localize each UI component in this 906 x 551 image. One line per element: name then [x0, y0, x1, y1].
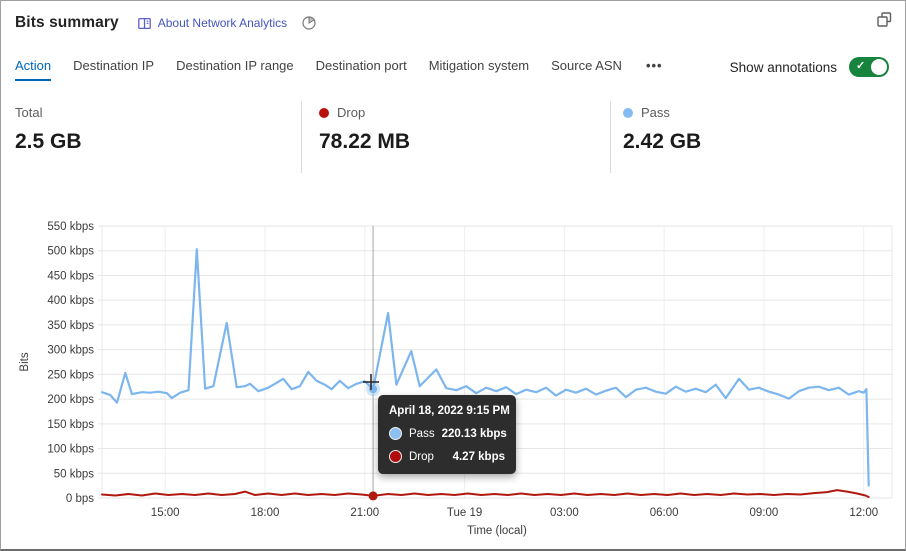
tooltip-pass-label: Pass [409, 427, 435, 440]
tab-action[interactable]: Action [15, 54, 51, 81]
expand-window-button[interactable] [876, 11, 893, 28]
x-tick-label: 06:00 [650, 507, 679, 519]
panel-title: Bits summary [15, 14, 119, 31]
tab-source-asn[interactable]: Source ASN [551, 58, 622, 73]
y-tick-label: 350 kbps [47, 320, 94, 332]
toggle-knob [871, 59, 887, 75]
show-annotations-control: Show annotations ✓ [730, 54, 889, 77]
y-tick-label: 50 kbps [54, 468, 95, 480]
time-range-button[interactable] [301, 15, 317, 31]
drop-series-dot-icon [389, 450, 402, 463]
y-tick-label: 400 kbps [47, 295, 94, 307]
stat-total-label: Total [15, 105, 43, 120]
pass-legend-dot [623, 107, 633, 118]
x-tick-label: 18:00 [251, 507, 280, 519]
x-tick-label: 12:00 [849, 507, 878, 519]
stat-pass: Pass 2.42 GB [623, 105, 701, 154]
x-tick-label: 15:00 [151, 507, 180, 519]
tooltip-pass-value: 220.13 kbps [441, 427, 507, 440]
y-tick-label: 250 kbps [47, 369, 94, 381]
y-tick-label: 150 kbps [47, 419, 94, 431]
x-axis-title: Time (local) [467, 525, 527, 537]
series-drop-line [101, 489, 870, 498]
pie-chart-icon [302, 16, 316, 30]
tab-destination-ip-range[interactable]: Destination IP range [176, 58, 294, 73]
drop-hover-point [368, 491, 378, 501]
tooltip-drop-value: 4.27 kbps [452, 450, 505, 463]
chart-tooltip: April 18, 2022 9:15 PM Pass 220.13 kbps … [378, 395, 516, 474]
x-tick-label: 21:00 [350, 507, 379, 519]
stat-total-value: 2.5 GB [15, 130, 82, 153]
panel-header: Bits summary About Network Analytics [15, 14, 317, 32]
about-link-label: About Network Analytics [157, 16, 288, 30]
y-tick-label: 0 bps [66, 493, 94, 505]
annotations-toggle[interactable]: ✓ [849, 57, 889, 77]
y-tick-label: 550 kbps [47, 221, 94, 233]
stat-pass-label: Pass [641, 105, 670, 120]
y-tick-label: 300 kbps [47, 345, 94, 357]
x-tick-label: Tue 19 [447, 507, 482, 519]
y-tick-label: 200 kbps [47, 394, 94, 406]
tab-destination-ip[interactable]: Destination IP [73, 58, 155, 73]
y-tick-label: 450 kbps [47, 270, 94, 282]
stat-divider [301, 101, 302, 173]
tooltip-drop-label: Drop [409, 450, 434, 463]
pivot-tab-bar: Action Destination IP Destination IP ran… [15, 54, 889, 81]
restore-window-icon [877, 12, 892, 27]
x-tick-label: 03:00 [550, 507, 579, 519]
x-tick-label: 09:00 [750, 507, 779, 519]
about-network-analytics-link[interactable]: About Network Analytics [137, 16, 287, 31]
y-tick-label: 100 kbps [47, 444, 94, 456]
stat-pass-value: 2.42 GB [623, 130, 702, 153]
tooltip-drop-row: Drop 4.27 kbps [389, 450, 505, 463]
y-axis-title: Bits [19, 352, 31, 371]
pass-series-dot-icon [389, 427, 402, 440]
tab-destination-port[interactable]: Destination port [315, 58, 407, 73]
y-tick-label: 500 kbps [47, 246, 94, 258]
show-annotations-label: Show annotations [729, 59, 837, 75]
tab-mitigation-system[interactable]: Mitigation system [428, 58, 530, 73]
toggle-check-icon: ✓ [856, 60, 866, 72]
drop-legend-dot [319, 107, 329, 118]
tooltip-pass-row: Pass 220.13 kbps [389, 427, 507, 440]
stat-drop-label: Drop [337, 105, 366, 120]
series-pass-line [100, 248, 870, 487]
stat-divider [610, 101, 611, 173]
book-icon [137, 17, 151, 29]
stat-drop-value: 78.22 MB [319, 130, 411, 153]
stat-total: Total 2.5 GB [15, 105, 82, 154]
tooltip-timestamp: April 18, 2022 9:15 PM [389, 405, 510, 417]
more-tabs-button[interactable]: ••• [645, 58, 663, 73]
stat-drop: Drop 78.22 MB [319, 105, 410, 154]
